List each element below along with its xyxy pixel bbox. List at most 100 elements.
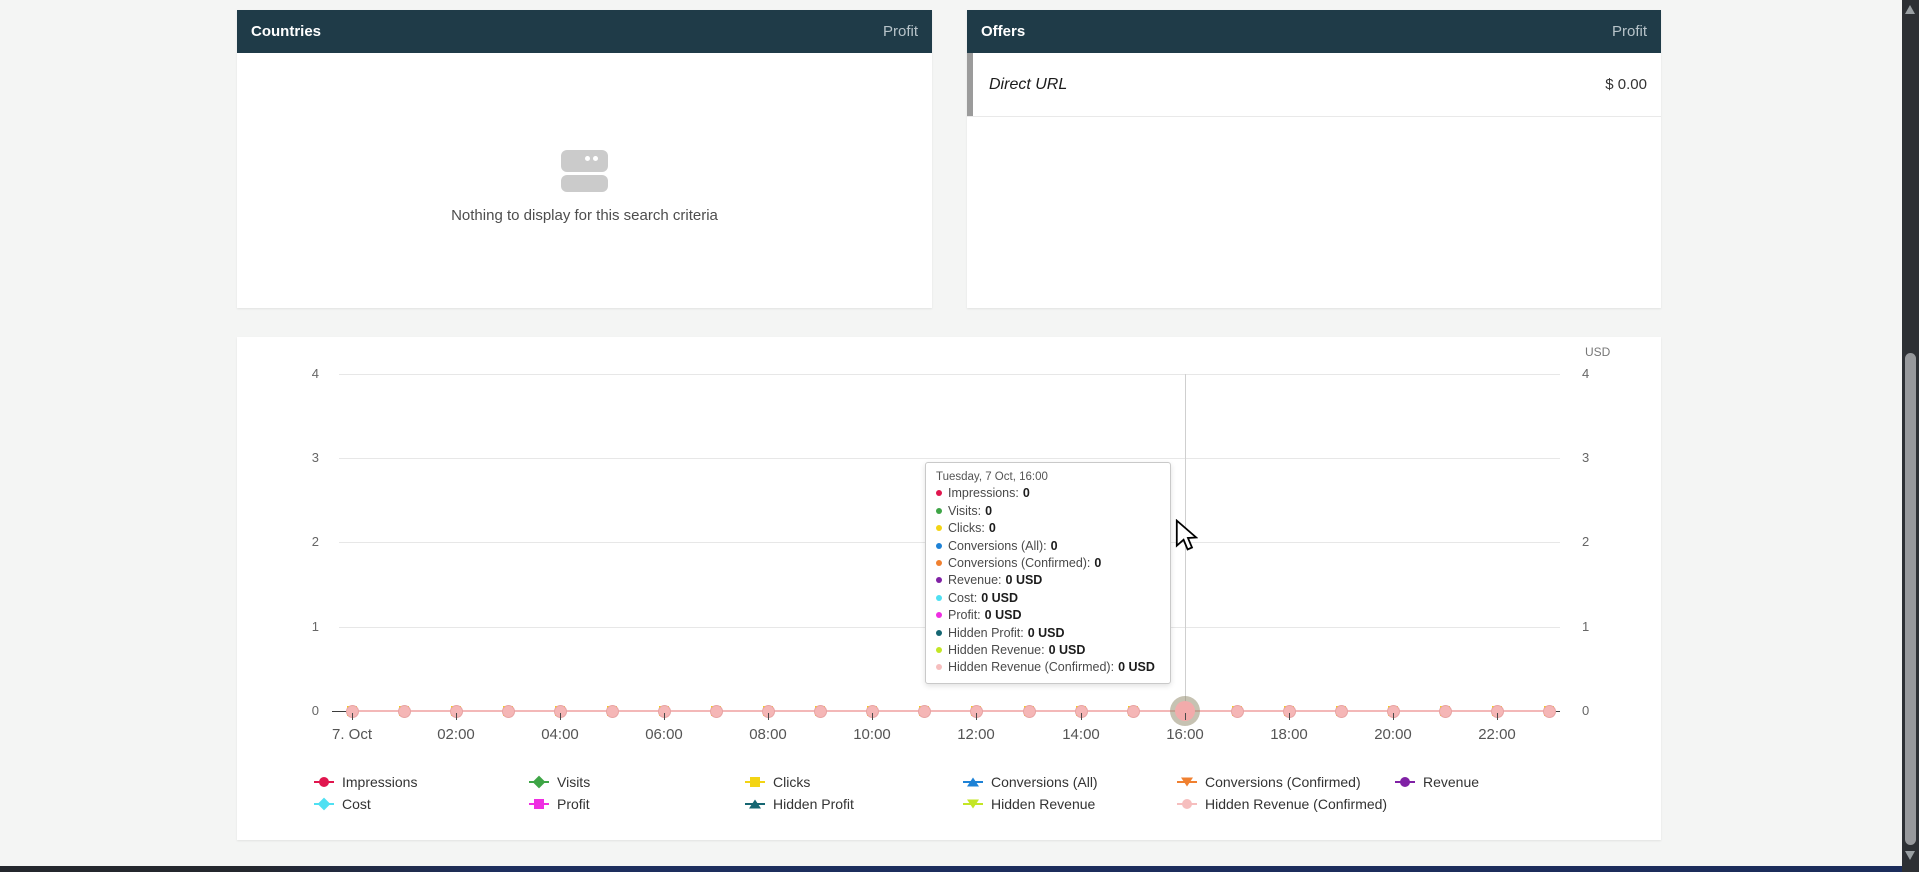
data-point-marker-circle (1022, 704, 1036, 718)
data-point-marker-circle (397, 704, 411, 718)
x-axis-tick (1185, 713, 1186, 720)
legend-label: Hidden Profit (773, 796, 854, 812)
tooltip-row-label: Impressions: (948, 486, 1019, 501)
tooltip-row-label: Conversions (All): (948, 538, 1047, 553)
countries-empty-state: Nothing to display for this search crite… (237, 150, 932, 224)
tooltip-row: Profit: 0 USD (936, 608, 1160, 622)
legend-item-revenue[interactable]: Revenue (1395, 774, 1479, 790)
data-point-marker-circle (1438, 704, 1452, 718)
legend-marker-shape (1400, 777, 1410, 787)
x-axis-label: 02:00 (437, 726, 475, 743)
data-point-marker-circle (605, 704, 619, 718)
legend-marker-icon (529, 797, 549, 811)
legend-label: Conversions (All) (991, 774, 1098, 790)
series-color-dot (936, 490, 942, 497)
legend-marker-icon (745, 797, 765, 811)
x-axis-label: 04:00 (541, 726, 579, 743)
legend-item-clicks[interactable]: Clicks (745, 774, 810, 790)
legend-marker-shape (967, 799, 979, 809)
offers-panel-header: Offers Profit (967, 10, 1661, 53)
x-axis-tick (768, 713, 769, 720)
offers-panel: Offers Profit Direct URL $ 0.00 (967, 10, 1661, 308)
tooltip-row: Impressions: 0 (936, 486, 1160, 500)
legend-marker-icon (1177, 797, 1197, 811)
chart-legend: Impressions Visits Clicks Conversions (All)… (237, 337, 1661, 840)
tooltip-row-label: Profit: (948, 608, 981, 623)
data-point-marker-circle (1542, 704, 1556, 718)
series-color-dot (936, 612, 942, 619)
x-axis-label: 06:00 (645, 726, 683, 743)
y-axis-label-right: 4 (1582, 366, 1590, 381)
chart-unit-label: USD (1585, 345, 1611, 359)
legend-marker-shape (534, 799, 544, 809)
legend-marker-shape (319, 777, 329, 787)
tooltip-row-value: 0 USD (981, 590, 1019, 605)
scroll-down-arrow-icon[interactable] (1905, 851, 1915, 860)
legend-marker-icon (963, 797, 983, 811)
legend-marker-icon (314, 775, 334, 789)
legend-marker-shape (1182, 799, 1192, 809)
legend-item-hidden-profit[interactable]: Hidden Profit (745, 796, 854, 812)
legend-item-conversions-confirmed[interactable]: Conversions (Confirmed) (1177, 774, 1361, 790)
y-axis-label-left: 3 (311, 450, 319, 465)
data-point-marker-circle (1230, 704, 1244, 718)
tooltip-row: Hidden Profit: 0 USD (936, 626, 1160, 640)
legend-marker-shape (749, 799, 761, 809)
series-color-dot (936, 664, 942, 671)
legend-label: Visits (557, 774, 591, 790)
x-axis-label: 22:00 (1478, 726, 1516, 743)
legend-marker-icon (529, 775, 549, 789)
x-axis-label: 14:00 (1062, 726, 1100, 743)
scroll-up-arrow-icon[interactable] (1905, 5, 1915, 14)
hovered-data-point[interactable] (1175, 701, 1195, 721)
legend-marker-shape (967, 777, 979, 787)
data-point-marker-circle (709, 704, 723, 718)
tooltip-row-value: 0 USD (1005, 573, 1043, 588)
tooltip-row: Revenue: 0 USD (936, 573, 1160, 587)
tooltip-row-label: Clicks: (948, 521, 985, 536)
legend-item-hidden-revenue-confirmed[interactable]: Hidden Revenue (Confirmed) (1177, 796, 1387, 812)
legend-marker-icon (1177, 775, 1197, 789)
legend-label: Impressions (342, 774, 418, 790)
tooltip-row-value: 0 USD (1027, 625, 1065, 640)
tooltip-row-value: 0 (1022, 486, 1030, 501)
series-color-dot (936, 559, 942, 566)
series-color-dot (936, 577, 942, 584)
offer-row-stripe (967, 53, 973, 116)
tooltip-row-label: Hidden Profit: (948, 625, 1024, 640)
tooltip-row-label: Conversions (Confirmed): (948, 555, 1091, 570)
x-axis-label: 7. Oct (331, 726, 372, 743)
x-axis-tick (352, 713, 353, 720)
tooltip-row: Visits: 0 (936, 504, 1160, 518)
tooltip-row-label: Hidden Revenue: (948, 642, 1045, 657)
series-zero-line (352, 710, 1549, 712)
tooltip-row-value: 0 USD (1118, 660, 1155, 675)
countries-profit-column-header[interactable]: Profit (882, 23, 918, 40)
tooltip-row: Clicks: 0 (936, 521, 1160, 535)
tooltip-row-label: Hidden Revenue (Confirmed): (948, 660, 1115, 675)
series-color-dot (936, 594, 942, 601)
legend-item-conversions-all[interactable]: Conversions (All) (963, 774, 1098, 790)
x-axis-tick (664, 713, 665, 720)
countries-panel: Countries Profit Nothing to display for … (237, 10, 932, 308)
scrollbar-thumb[interactable] (1905, 353, 1916, 845)
offers-profit-column-header[interactable]: Profit (1611, 23, 1647, 40)
legend-marker-icon (1395, 775, 1415, 789)
x-axis-tick (456, 713, 457, 720)
x-axis-label: 16:00 (1166, 726, 1204, 743)
x-axis-tick (976, 713, 977, 720)
tooltip-row-value: 0 USD (984, 608, 1022, 623)
y-axis-label-right: 2 (1582, 534, 1590, 549)
legend-label: Clicks (773, 774, 811, 790)
legend-item-hidden-revenue[interactable]: Hidden Revenue (963, 796, 1095, 812)
legend-item-cost[interactable]: Cost (314, 796, 371, 812)
vertical-scrollbar[interactable] (1902, 0, 1919, 872)
legend-item-impressions[interactable]: Impressions (314, 774, 417, 790)
y-axis-label-left: 0 (311, 703, 319, 718)
data-point-marker-circle (1334, 704, 1348, 718)
data-point-marker-circle (813, 704, 827, 718)
legend-label: Revenue (1423, 774, 1480, 790)
legend-item-visits[interactable]: Visits (529, 774, 590, 790)
offer-row-direct-url[interactable]: Direct URL $ 0.00 (967, 53, 1661, 117)
legend-item-profit[interactable]: Profit (529, 796, 590, 812)
